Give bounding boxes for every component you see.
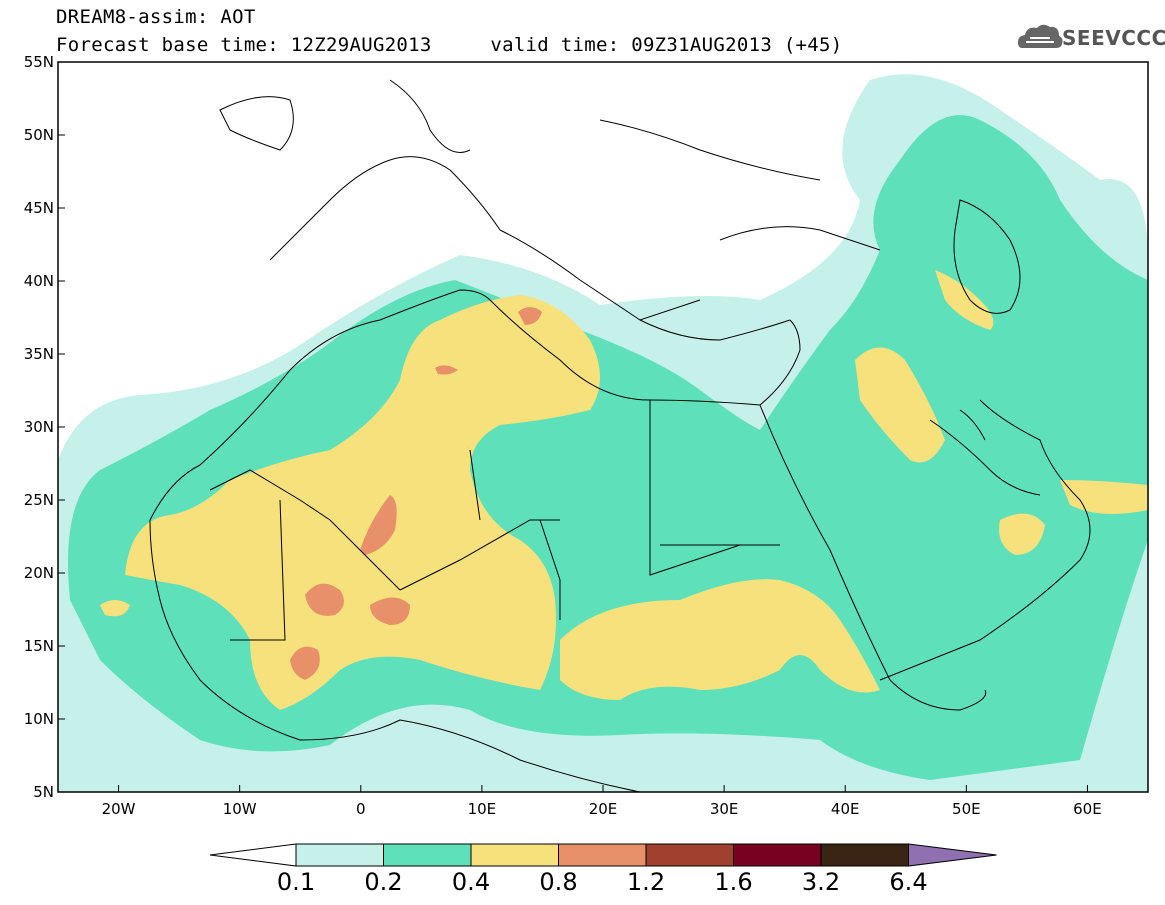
colorbar-label: 0.4	[451, 868, 491, 896]
colorbar-label: 3.2	[801, 868, 841, 896]
lat-axis: 55N 50N 45N 40N 35N 30N 25N 20N 15N 10N 5N	[24, 53, 65, 801]
aot-band-0.8-c	[360, 495, 397, 555]
lat-tick-label: 20N	[24, 564, 54, 582]
lat-tick-label: 50N	[24, 126, 54, 144]
lat-tick-label: 25N	[24, 491, 54, 509]
lon-tick-label: 10E	[468, 800, 497, 818]
aot-band-0.4-sudan	[560, 579, 880, 700]
map-title: DREAM8-assim: AOT	[56, 6, 256, 28]
aot-band-0.4-oman	[1060, 480, 1148, 514]
aot-band-0.4-caspian	[935, 270, 994, 330]
aot-band-0.8-f	[435, 365, 458, 375]
lat-tick-label: 45N	[24, 199, 54, 217]
aot-band-0.4-iraq	[855, 347, 945, 463]
aot-band-0.8-b	[370, 597, 410, 625]
lat-tick-label: 40N	[24, 272, 54, 290]
colorbar-label: 6.4	[889, 868, 928, 896]
lon-tick-label: 50E	[952, 800, 981, 818]
forecast-time-line: Forecast base time: 12Z29AUG2013 valid t…	[56, 34, 843, 56]
lon-tick-label: 20W	[102, 800, 136, 818]
lon-tick-label: 0	[356, 800, 366, 818]
lat-tick-label: 30N	[24, 418, 54, 436]
colorbar-label: 0.8	[539, 868, 578, 896]
lat-tick-label: 5N	[33, 783, 54, 801]
lon-tick-label: 30E	[710, 800, 739, 818]
lon-tick-label: 10W	[223, 800, 257, 818]
lon-tick-label: 60E	[1073, 800, 1102, 818]
colorbar-label: 1.6	[714, 868, 753, 896]
aot-band-0.4-sahara	[125, 295, 600, 710]
colorbar-label: 0.1	[276, 868, 316, 896]
lat-tick-label: 10N	[24, 710, 54, 728]
aot-band-0.8-d	[290, 646, 320, 680]
aot-band-0.8-e	[518, 307, 542, 325]
lat-tick-label: 15N	[24, 637, 54, 655]
aot-contour-fields	[58, 74, 1148, 793]
lon-tick-label: 40E	[831, 800, 860, 818]
coastlines	[149, 79, 1091, 793]
lat-tick-label: 55N	[24, 53, 54, 71]
aot-band-0.8-a	[305, 583, 344, 616]
lon-tick-label: 20E	[589, 800, 618, 818]
aot-band-0.4-west	[100, 600, 130, 617]
cloud-logo-icon	[1018, 24, 1063, 48]
logo-text: SEEVCCC	[1062, 26, 1165, 50]
lat-tick-label: 35N	[24, 345, 54, 363]
colorbar-label: 0.2	[364, 868, 403, 896]
colorbar-label: 1.2	[626, 868, 666, 896]
lon-axis: 20W 10W 0 10E 20E 30E 40E 50E 60E	[102, 785, 1102, 818]
aot-band-0.4-gulf	[999, 513, 1045, 555]
